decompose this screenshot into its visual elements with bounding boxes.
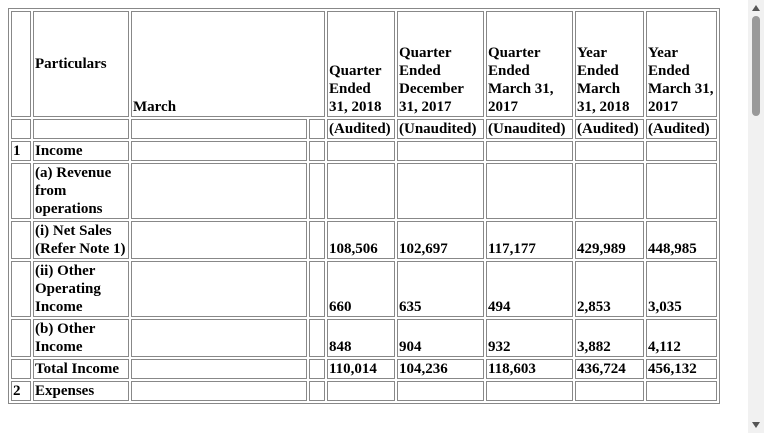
- value-cell: [327, 141, 395, 161]
- header-march: March: [131, 11, 325, 117]
- table-row: 2 Expenses: [11, 381, 717, 401]
- empty-cell: [309, 261, 325, 317]
- value-cell: [327, 381, 395, 401]
- audit-status: (Unaudited): [397, 119, 484, 139]
- value-cell: 456,132: [646, 359, 717, 379]
- value-cell: 436,724: [575, 359, 644, 379]
- value-cell: [397, 141, 484, 161]
- scroll-down[interactable]: [752, 422, 760, 428]
- value-cell: [646, 381, 717, 401]
- empty-cell: [131, 119, 307, 139]
- row-number: [11, 319, 31, 357]
- value-cell: [486, 163, 573, 219]
- results-table: Particulars March Quarter Ended 31, 2018 Qu…: [8, 8, 720, 404]
- empty-cell: [11, 11, 31, 117]
- value-cell: [646, 141, 717, 161]
- empty-cell: [309, 163, 325, 219]
- value-cell: [486, 381, 573, 401]
- table-row: (ii) Other Operating Income 660 635 494 2,85…: [11, 261, 717, 317]
- empty-cell: [11, 119, 31, 139]
- scroll-up[interactable]: [752, 5, 760, 11]
- empty-cell: [131, 381, 307, 401]
- scrollbar[interactable]: [748, 0, 764, 433]
- row-label: Income: [33, 141, 129, 161]
- value-cell: 104,236: [397, 359, 484, 379]
- viewport: Particulars March Quarter Ended 31, 2018 Qu…: [8, 8, 720, 404]
- row-label: (b) Other Income: [33, 319, 129, 357]
- value-cell: [397, 163, 484, 219]
- empty-cell: [131, 163, 307, 219]
- row-number: 1: [11, 141, 31, 161]
- row-number: [11, 359, 31, 379]
- value-cell: 635: [397, 261, 484, 317]
- table-row: Particulars March Quarter Ended 31, 2018 Qu…: [11, 11, 717, 117]
- empty-cell: [131, 221, 307, 259]
- value-cell: [575, 163, 644, 219]
- value-cell: 429,989: [575, 221, 644, 259]
- empty-cell: [309, 141, 325, 161]
- value-cell: 3,882: [575, 319, 644, 357]
- empty-cell: [131, 359, 307, 379]
- row-number: 2: [11, 381, 31, 401]
- audit-status: (Audited): [646, 119, 717, 139]
- header-period: Quarter Ended 31, 2018: [327, 11, 395, 117]
- empty-cell: [33, 119, 129, 139]
- value-cell: 3,035: [646, 261, 717, 317]
- value-cell: 102,697: [397, 221, 484, 259]
- audit-status: (Audited): [575, 119, 644, 139]
- empty-cell: [309, 381, 325, 401]
- row-label: (ii) Other Operating Income: [33, 261, 129, 317]
- table-row: (a) Revenue from operations: [11, 163, 717, 219]
- header-period: Quarter Ended December 31, 2017: [397, 11, 484, 117]
- row-number: [11, 221, 31, 259]
- empty-cell: [309, 119, 325, 139]
- value-cell: 494: [486, 261, 573, 317]
- table-row: Total Income 110,014 104,236 118,603 436,724…: [11, 359, 717, 379]
- value-cell: [486, 141, 573, 161]
- table-row: 1 Income: [11, 141, 717, 161]
- value-cell: 118,603: [486, 359, 573, 379]
- audit-status: (Unaudited): [486, 119, 573, 139]
- value-cell: [646, 163, 717, 219]
- row-label: (i) Net Sales (Refer Note 1): [33, 221, 129, 259]
- audit-status: (Audited): [327, 119, 395, 139]
- empty-cell: [131, 261, 307, 317]
- empty-cell: [131, 319, 307, 357]
- value-cell: 110,014: [327, 359, 395, 379]
- value-cell: 448,985: [646, 221, 717, 259]
- scroll-thumb[interactable]: [752, 16, 760, 116]
- empty-cell: [309, 359, 325, 379]
- value-cell: 4,112: [646, 319, 717, 357]
- empty-cell: [131, 141, 307, 161]
- value-cell: 904: [397, 319, 484, 357]
- value-cell: [327, 163, 395, 219]
- empty-cell: [309, 221, 325, 259]
- value-cell: 932: [486, 319, 573, 357]
- value-cell: 2,853: [575, 261, 644, 317]
- value-cell: 660: [327, 261, 395, 317]
- header-period: Year Ended March 31, 2018: [575, 11, 644, 117]
- value-cell: 848: [327, 319, 395, 357]
- table-row: (Audited) (Unaudited) (Unaudited) (Audited)…: [11, 119, 717, 139]
- value-cell: [397, 381, 484, 401]
- header-particulars: Particulars: [33, 11, 129, 117]
- row-number: [11, 261, 31, 317]
- table-row: (i) Net Sales (Refer Note 1) 108,506 102,6…: [11, 221, 717, 259]
- row-number: [11, 163, 31, 219]
- value-cell: [575, 141, 644, 161]
- row-label: (a) Revenue from operations: [33, 163, 129, 219]
- table-row: (b) Other Income 848 904 932 3,882 4,112: [11, 319, 717, 357]
- header-period: Quarter Ended March 31, 2017: [486, 11, 573, 117]
- value-cell: 117,177: [486, 221, 573, 259]
- value-cell: 108,506: [327, 221, 395, 259]
- row-label: Total Income: [33, 359, 129, 379]
- header-period: Year Ended March 31, 2017: [646, 11, 717, 117]
- row-label: Expenses: [33, 381, 129, 401]
- value-cell: [575, 381, 644, 401]
- empty-cell: [309, 319, 325, 357]
